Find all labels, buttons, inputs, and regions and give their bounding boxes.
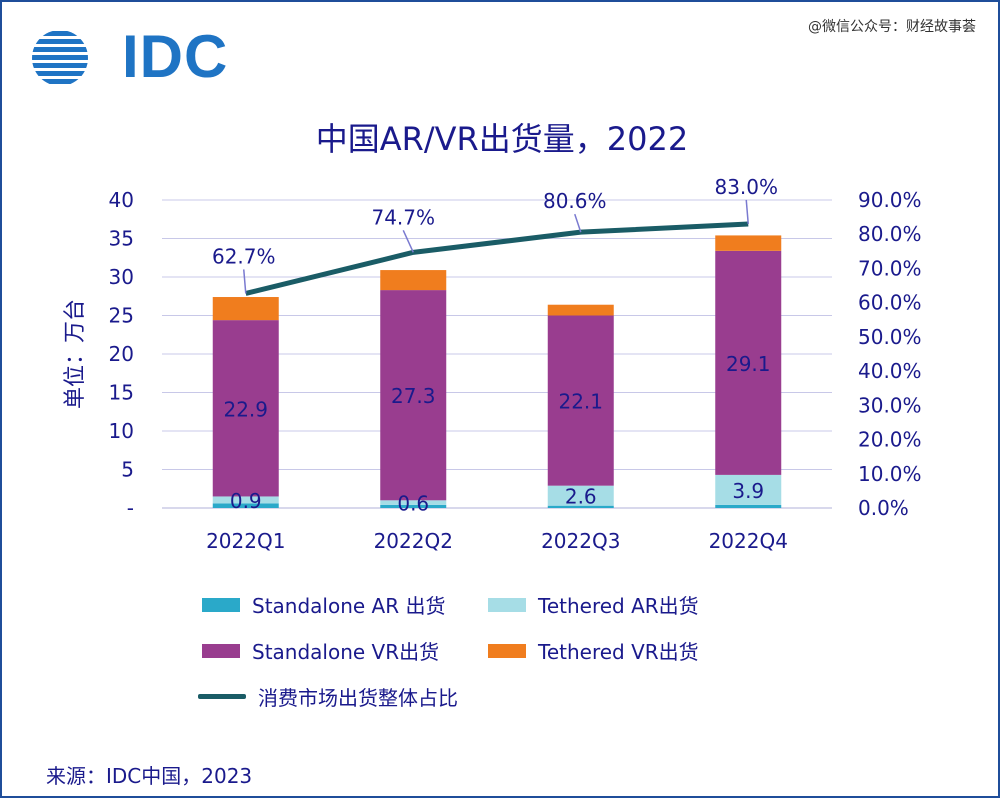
bar-data-label: 22.1 xyxy=(558,390,603,414)
bar-segment xyxy=(212,320,279,497)
bar-segment xyxy=(715,474,782,505)
leader-line xyxy=(745,199,749,225)
x-category-label: 2022Q2 xyxy=(374,529,453,553)
legend-label: Standalone AR 出货 xyxy=(252,594,446,618)
y-tick-label: - xyxy=(127,496,134,520)
y-tick-label: 25 xyxy=(109,304,134,328)
legend-swatch xyxy=(202,643,240,658)
line-data-label: 62.7% xyxy=(212,244,276,268)
y-tick-label: 35 xyxy=(109,227,134,251)
y2-tick-label: 70.0% xyxy=(858,256,922,280)
y2-tick-label: 40.0% xyxy=(858,359,922,383)
y2-tick-label: 90.0% xyxy=(858,188,922,212)
bar-data-label: 0.9 xyxy=(230,489,262,513)
bar-segment xyxy=(212,297,279,321)
logo-text: IDC xyxy=(122,23,229,90)
chart-title: 中国AR/VR出货量，2022 xyxy=(315,120,689,158)
legend-item: Standalone VR出货 xyxy=(202,636,439,665)
bar-segment xyxy=(547,304,614,316)
legend-label: 消费市场出货整体占比 xyxy=(258,686,458,710)
x-category-label: 2022Q4 xyxy=(709,529,788,553)
y2-tick-label: 60.0% xyxy=(858,291,922,315)
share-line xyxy=(245,221,749,296)
y2-axis-ticks: 0.0% 10.0% 20.0% 30.0% 40.0% 50.0% 60.0% 70.0% 8… xyxy=(858,188,922,520)
data-labels: 0.9 22.9 0.6 27.3 2.6 22.1 3.9 29.1 62.7% 74.7% 80… xyxy=(212,175,778,516)
share-line-path xyxy=(245,221,749,296)
y-tick-label: 10 xyxy=(109,419,134,443)
bar-segment xyxy=(212,503,279,508)
y2-tick-label: 30.0% xyxy=(858,393,922,417)
y-tick-label: 15 xyxy=(109,381,134,405)
leader-line xyxy=(402,230,414,253)
line-data-label: 80.6% xyxy=(543,189,607,213)
x-axis-categories: 2022Q1 2022Q2 2022Q3 2022Q4 xyxy=(206,529,788,553)
y2-tick-label: 20.0% xyxy=(858,428,922,452)
legend-swatch xyxy=(488,643,526,658)
bar-segment xyxy=(547,315,614,486)
legend-item-line: 消费市场出货整体占比 xyxy=(198,682,458,711)
globe-icon xyxy=(32,31,88,84)
legend-line-swatch xyxy=(198,694,246,699)
bar-segment xyxy=(380,500,447,505)
legend-label: Tethered AR出货 xyxy=(538,594,699,618)
bar-data-label: 29.1 xyxy=(726,352,771,376)
legend-swatch xyxy=(488,597,526,612)
bar-segment xyxy=(212,496,279,504)
legend-swatch xyxy=(202,597,240,612)
legend-label: Tethered VR出货 xyxy=(538,640,699,664)
y-tick-label: 5 xyxy=(121,458,134,482)
bar-segment xyxy=(547,505,614,508)
y2-tick-label: 50.0% xyxy=(858,325,922,349)
y-tick-label: 30 xyxy=(109,265,134,289)
bar-segment xyxy=(715,235,782,251)
y-tick-label: 20 xyxy=(109,342,134,366)
y2-tick-label: 0.0% xyxy=(858,496,909,520)
y2-tick-label: 10.0% xyxy=(858,462,922,486)
bar-data-label: 3.9 xyxy=(732,479,764,503)
bar-segment xyxy=(547,485,614,506)
idc-logo: IDC xyxy=(30,24,230,90)
bar-data-label: 0.6 xyxy=(397,492,429,516)
y-axis-ticks: - 5 10 15 20 25 30 35 40 xyxy=(109,188,134,520)
x-category-label: 2022Q1 xyxy=(206,529,285,553)
legend-item: Tethered VR出货 xyxy=(488,636,699,665)
legend-item: Standalone AR 出货 xyxy=(202,590,446,619)
leader-line xyxy=(574,213,582,233)
leader-line xyxy=(243,269,247,294)
bar-segment xyxy=(715,504,782,508)
line-data-label: 83.0% xyxy=(714,175,778,199)
bar-segment xyxy=(380,290,447,501)
bar-data-label: 2.6 xyxy=(565,485,597,509)
x-category-label: 2022Q3 xyxy=(541,529,620,553)
bar-segment xyxy=(715,250,782,475)
line-data-label: 74.7% xyxy=(371,205,435,229)
bar-data-label: 27.3 xyxy=(391,384,436,408)
watermark: @微信公众号：财经故事荟 xyxy=(808,19,976,35)
source-note: 来源：IDC中国，2023 xyxy=(46,764,253,788)
bar-segment xyxy=(380,270,447,291)
bar-segment xyxy=(380,504,447,508)
y-tick-label: 40 xyxy=(109,188,134,212)
bar-stacks xyxy=(212,235,782,508)
legend-item: Tethered AR出货 xyxy=(488,590,699,619)
y2-tick-label: 80.0% xyxy=(858,222,922,246)
bar-data-label: 22.9 xyxy=(223,397,268,421)
y-axis-label: 单位：万台 xyxy=(63,299,88,409)
legend-label: Standalone VR出货 xyxy=(252,640,440,664)
